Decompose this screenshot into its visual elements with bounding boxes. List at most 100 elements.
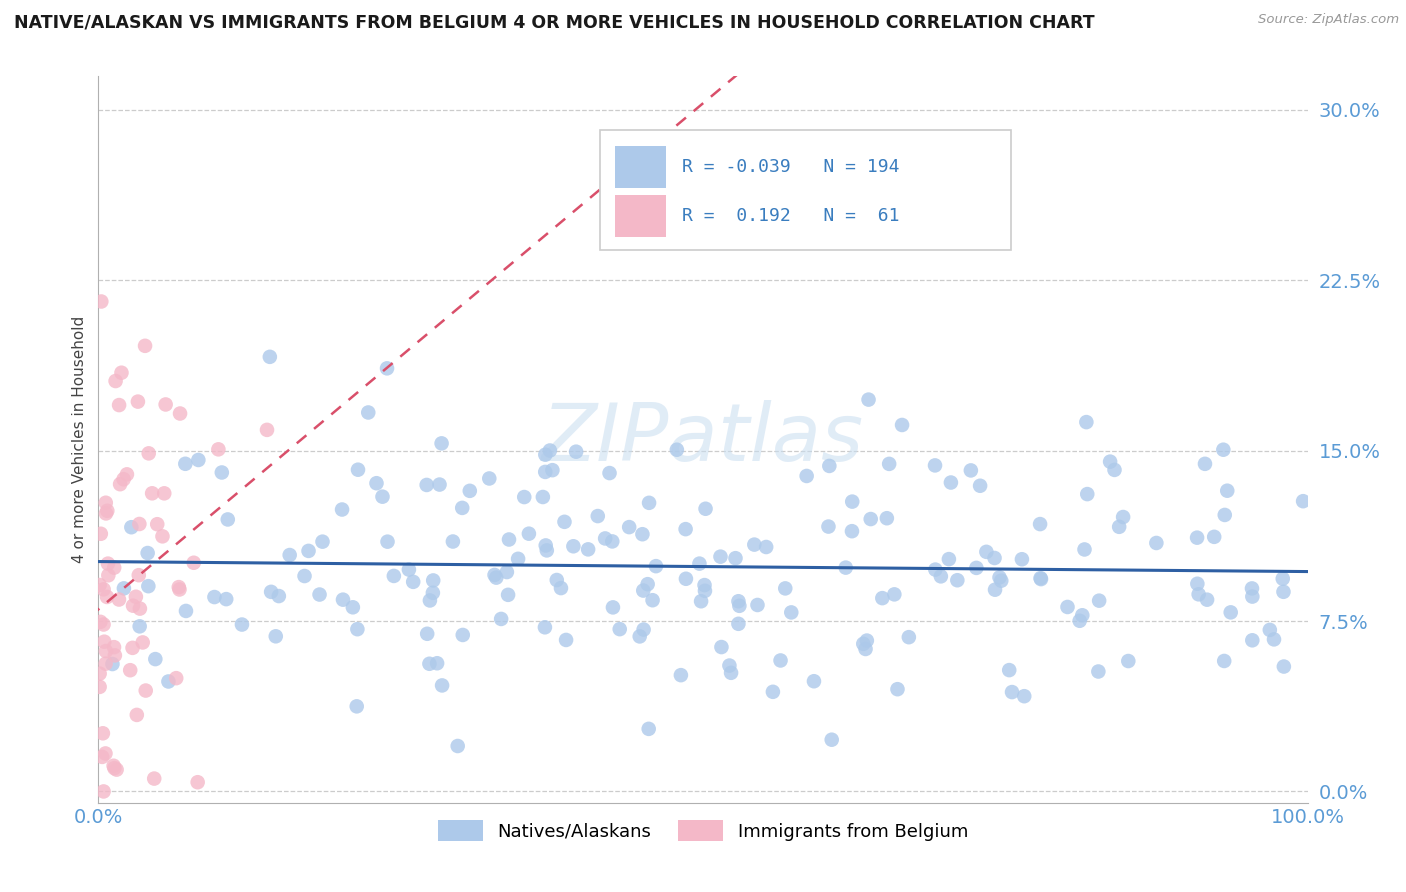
Point xyxy=(988,570,1011,584)
Point xyxy=(1029,517,1052,532)
Point xyxy=(1240,582,1263,596)
Point xyxy=(728,599,751,613)
Point xyxy=(120,520,142,534)
Point xyxy=(1212,442,1234,457)
Point xyxy=(157,674,180,689)
Point xyxy=(769,653,792,667)
Point xyxy=(96,504,118,518)
Point xyxy=(174,604,197,618)
Point xyxy=(755,540,778,554)
Point xyxy=(724,551,747,566)
Point xyxy=(129,601,152,615)
Point xyxy=(484,568,506,582)
Point xyxy=(1292,494,1315,508)
Point xyxy=(762,685,785,699)
Point xyxy=(1197,592,1219,607)
Point xyxy=(121,640,143,655)
Point xyxy=(534,538,557,552)
Point xyxy=(1258,623,1281,637)
Point xyxy=(690,594,713,608)
Point xyxy=(135,683,157,698)
Point xyxy=(217,512,239,526)
Point xyxy=(633,583,655,598)
Point xyxy=(141,486,163,500)
Point xyxy=(94,747,117,761)
Point xyxy=(91,726,114,740)
Point xyxy=(422,574,444,588)
Point xyxy=(628,629,651,643)
Point xyxy=(576,542,599,557)
Point xyxy=(101,657,124,671)
Point xyxy=(877,457,900,471)
Point xyxy=(398,563,420,577)
Point xyxy=(415,478,437,492)
Point xyxy=(883,587,905,601)
Point xyxy=(1263,632,1285,647)
Point xyxy=(165,671,187,685)
Point xyxy=(856,633,879,648)
Point xyxy=(550,581,572,595)
Point xyxy=(430,436,453,450)
Point xyxy=(94,657,117,671)
Point xyxy=(330,502,353,516)
Point xyxy=(852,637,875,651)
Point xyxy=(478,471,501,485)
Point xyxy=(638,496,661,510)
Point xyxy=(366,476,388,491)
Point xyxy=(183,556,205,570)
Point xyxy=(103,761,125,775)
Point xyxy=(835,560,858,574)
Point xyxy=(96,590,118,604)
Point xyxy=(451,500,474,515)
Point xyxy=(458,483,481,498)
Point xyxy=(602,600,624,615)
Point xyxy=(498,533,520,547)
Point xyxy=(593,532,616,546)
Text: ZIPatlas: ZIPatlas xyxy=(541,401,865,478)
Text: R =  0.192   N =  61: R = 0.192 N = 61 xyxy=(682,207,900,225)
Point xyxy=(1087,665,1109,679)
Point xyxy=(347,463,370,477)
Point xyxy=(858,392,880,407)
Point xyxy=(294,569,316,583)
Point xyxy=(1188,587,1211,601)
Point xyxy=(855,642,877,657)
Point xyxy=(1216,483,1239,498)
Point xyxy=(565,444,588,458)
Point xyxy=(803,674,825,689)
Point xyxy=(536,543,558,558)
Point xyxy=(451,628,474,642)
Point xyxy=(1213,508,1236,522)
Point xyxy=(187,453,209,467)
Point xyxy=(115,467,138,482)
Point xyxy=(416,627,439,641)
Text: NATIVE/ALASKAN VS IMMIGRANTS FROM BELGIUM 4 OR MORE VEHICLES IN HOUSEHOLD CORREL: NATIVE/ALASKAN VS IMMIGRANTS FROM BELGIU… xyxy=(14,13,1095,31)
Point xyxy=(430,678,453,692)
Point xyxy=(709,549,731,564)
Point xyxy=(531,490,554,504)
Point xyxy=(153,486,176,500)
Point xyxy=(152,529,174,543)
Point xyxy=(631,527,654,541)
Point xyxy=(546,573,568,587)
Point xyxy=(97,557,120,571)
Point xyxy=(998,663,1021,677)
Point xyxy=(976,545,998,559)
Point xyxy=(1088,593,1111,607)
Point xyxy=(960,463,983,477)
Point xyxy=(108,592,131,607)
Point xyxy=(1241,633,1264,648)
Point xyxy=(90,294,112,309)
Point xyxy=(346,699,368,714)
Point xyxy=(256,423,278,437)
Point xyxy=(534,620,557,634)
Point xyxy=(617,520,640,534)
Point xyxy=(146,517,169,532)
Point xyxy=(419,593,441,607)
Point xyxy=(207,442,229,457)
Point xyxy=(91,750,114,764)
Point xyxy=(120,663,142,677)
Point xyxy=(125,590,148,604)
Text: Source: ZipAtlas.com: Source: ZipAtlas.com xyxy=(1258,13,1399,27)
Point xyxy=(259,350,281,364)
